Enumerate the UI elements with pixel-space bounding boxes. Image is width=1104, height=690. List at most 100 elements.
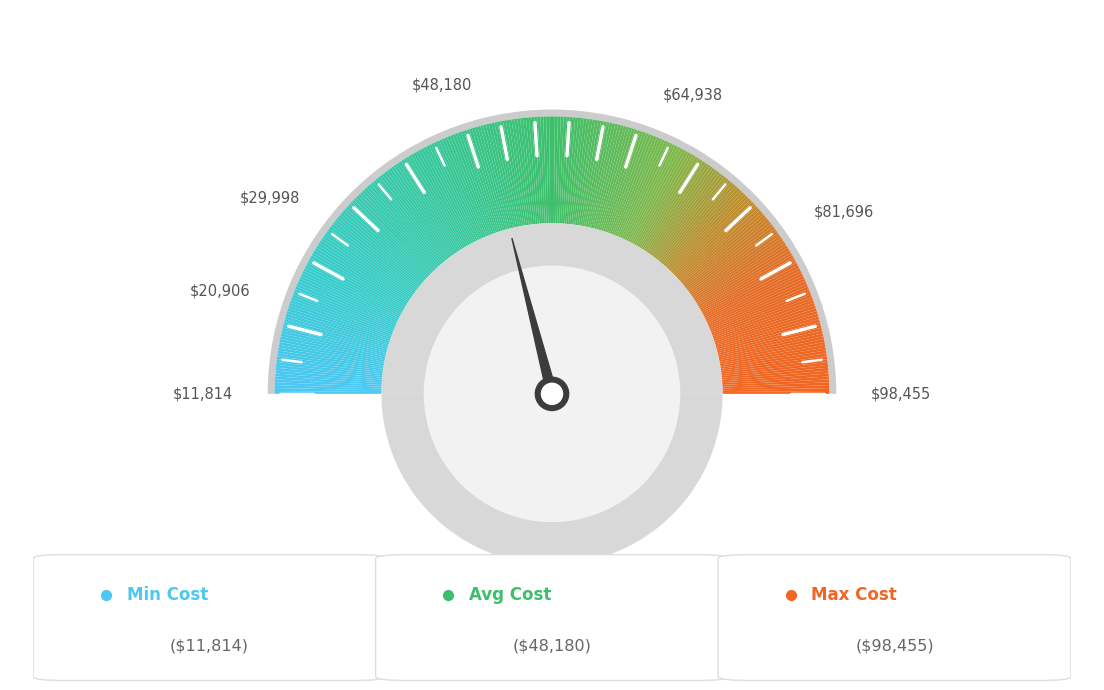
Wedge shape [416,151,470,245]
Text: $98,455: $98,455 [871,386,931,402]
Wedge shape [381,394,723,564]
Wedge shape [701,260,796,313]
Wedge shape [484,124,511,228]
Wedge shape [720,342,825,364]
Wedge shape [616,137,659,237]
Wedge shape [711,295,811,335]
Wedge shape [722,380,829,386]
Wedge shape [664,184,735,266]
Wedge shape [506,120,526,226]
Wedge shape [371,182,442,265]
Wedge shape [386,170,452,257]
Wedge shape [275,382,382,388]
Wedge shape [721,362,828,376]
Wedge shape [495,122,518,227]
Wedge shape [338,215,422,285]
Wedge shape [408,155,465,248]
Wedge shape [369,184,440,266]
Wedge shape [682,215,766,285]
Text: $81,696: $81,696 [814,204,874,219]
Wedge shape [275,391,382,394]
Wedge shape [694,240,785,301]
Wedge shape [306,263,402,315]
Wedge shape [590,124,615,228]
Wedge shape [713,306,816,341]
Wedge shape [389,168,453,256]
Wedge shape [278,345,384,366]
Wedge shape [276,362,383,376]
Wedge shape [683,217,767,286]
Wedge shape [711,292,811,333]
Text: $11,814: $11,814 [173,386,233,402]
Wedge shape [286,311,390,344]
Wedge shape [714,311,818,344]
Wedge shape [282,328,386,355]
Wedge shape [569,118,581,224]
Wedge shape [708,281,807,326]
Wedge shape [276,365,382,378]
Wedge shape [318,243,408,302]
Wedge shape [701,257,795,312]
Wedge shape [690,231,778,295]
Wedge shape [722,382,829,388]
Wedge shape [311,253,405,308]
Wedge shape [563,117,572,224]
Wedge shape [686,221,772,289]
Wedge shape [578,120,598,226]
Wedge shape [296,284,395,328]
Text: $64,938: $64,938 [664,88,723,102]
Wedge shape [697,248,789,306]
Wedge shape [703,266,799,317]
Wedge shape [503,120,523,226]
Wedge shape [308,260,403,313]
Wedge shape [381,224,723,394]
Wedge shape [277,353,383,371]
Wedge shape [671,196,749,273]
Wedge shape [691,233,779,297]
Wedge shape [645,161,705,252]
Wedge shape [460,131,498,233]
Wedge shape [721,359,828,374]
Wedge shape [651,168,715,256]
Wedge shape [699,253,793,308]
Wedge shape [649,166,713,255]
Wedge shape [719,336,824,360]
Wedge shape [453,134,492,235]
Wedge shape [282,331,386,357]
Wedge shape [280,336,385,360]
Wedge shape [628,146,678,242]
Wedge shape [633,150,686,244]
Wedge shape [707,276,804,323]
Wedge shape [428,144,478,241]
Wedge shape [680,210,762,282]
Wedge shape [712,300,814,337]
Wedge shape [613,135,654,235]
Wedge shape [288,306,391,341]
Wedge shape [275,371,382,382]
Wedge shape [406,157,464,249]
Wedge shape [432,143,479,240]
Wedge shape [335,219,420,288]
Wedge shape [603,129,638,232]
Wedge shape [718,325,821,353]
Wedge shape [676,202,754,277]
Wedge shape [411,154,467,247]
Wedge shape [672,198,750,275]
Wedge shape [279,339,385,362]
Wedge shape [609,133,649,234]
Wedge shape [558,117,564,224]
Wedge shape [679,208,760,281]
Wedge shape [721,356,827,373]
Wedge shape [309,257,403,312]
Wedge shape [631,148,683,244]
Wedge shape [378,177,446,262]
Wedge shape [722,371,829,382]
Wedge shape [534,117,543,224]
Wedge shape [348,204,427,278]
Wedge shape [577,119,595,226]
Wedge shape [722,368,828,380]
Wedge shape [477,126,508,230]
FancyBboxPatch shape [718,555,1071,680]
FancyBboxPatch shape [375,555,729,680]
Wedge shape [380,175,447,260]
